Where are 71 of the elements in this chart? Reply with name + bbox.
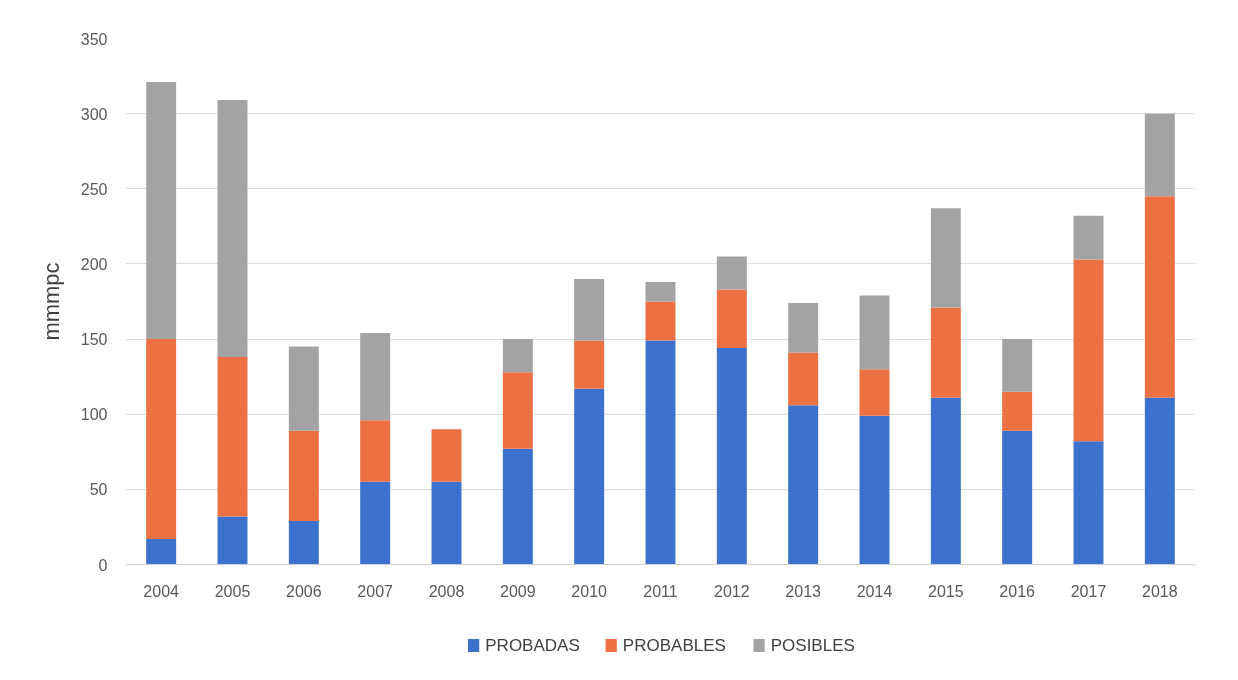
y-tick-label: 0 (98, 556, 108, 574)
bar (1073, 259, 1104, 442)
x-tick-label: 2010 (571, 582, 608, 600)
bar (574, 278, 605, 341)
x-tick-label: 2007 (357, 582, 394, 600)
bar (645, 281, 676, 302)
bar (360, 481, 391, 565)
bar (716, 289, 747, 349)
x-tick-label: 2017 (1070, 582, 1107, 600)
bar (574, 340, 605, 389)
bar (930, 397, 961, 565)
bar (859, 415, 890, 565)
bar (146, 538, 177, 565)
bar (217, 516, 248, 565)
bar (502, 372, 533, 449)
x-tick-label: 2005 (214, 582, 251, 600)
bar (502, 339, 533, 373)
bar (859, 369, 890, 416)
bar (716, 256, 747, 290)
y-tick-label: 350 (80, 30, 108, 48)
legend-label: POSIBLES (770, 636, 855, 655)
x-tick-label: 2004 (143, 582, 180, 600)
bar (859, 295, 890, 370)
bar (360, 420, 391, 482)
bar (1144, 196, 1175, 398)
bar (1002, 339, 1033, 392)
bar (146, 82, 177, 340)
y-tick-label: 150 (80, 331, 108, 349)
y-axis-title: mmmpc (38, 262, 64, 341)
bar (788, 405, 819, 565)
x-tick-label: 2012 (714, 582, 750, 600)
x-tick-label: 2011 (643, 582, 678, 600)
bar (502, 448, 533, 565)
bar (217, 357, 248, 517)
bar (360, 333, 391, 421)
y-tick-label: 200 (80, 255, 108, 273)
bar (930, 307, 961, 398)
bar (1144, 113, 1175, 197)
bar (716, 348, 747, 565)
bar (788, 352, 819, 406)
bar (788, 303, 819, 353)
y-tick-label: 250 (80, 180, 108, 198)
legend-label: PROBADAS (485, 636, 580, 655)
x-tick-label: 2009 (500, 582, 536, 600)
bar (645, 301, 676, 341)
bar (431, 481, 462, 565)
x-tick-label: 2018 (1142, 582, 1178, 600)
x-tick-label: 2006 (286, 582, 322, 600)
x-tick-label: 2014 (856, 582, 893, 600)
x-tick-label: 2008 (428, 582, 465, 600)
bar (288, 346, 319, 431)
bar (1002, 391, 1033, 431)
bar (1073, 441, 1104, 565)
bar (574, 388, 605, 565)
x-tick-label: 2016 (999, 582, 1036, 600)
bar (645, 340, 676, 565)
bar (288, 520, 319, 565)
bar (930, 208, 961, 308)
bar (1002, 430, 1033, 565)
bar (431, 429, 462, 482)
legend-label: PROBABLES (622, 636, 726, 655)
x-tick-label: 2015 (928, 582, 964, 600)
y-tick-label: 50 (89, 481, 108, 499)
bar (288, 430, 319, 521)
x-tick-label: 2013 (785, 582, 822, 600)
bar (146, 339, 177, 539)
bar (217, 100, 248, 358)
bar (1073, 215, 1104, 260)
y-tick-label: 300 (80, 105, 108, 123)
bar (1144, 397, 1175, 565)
y-tick-label: 100 (80, 406, 108, 424)
